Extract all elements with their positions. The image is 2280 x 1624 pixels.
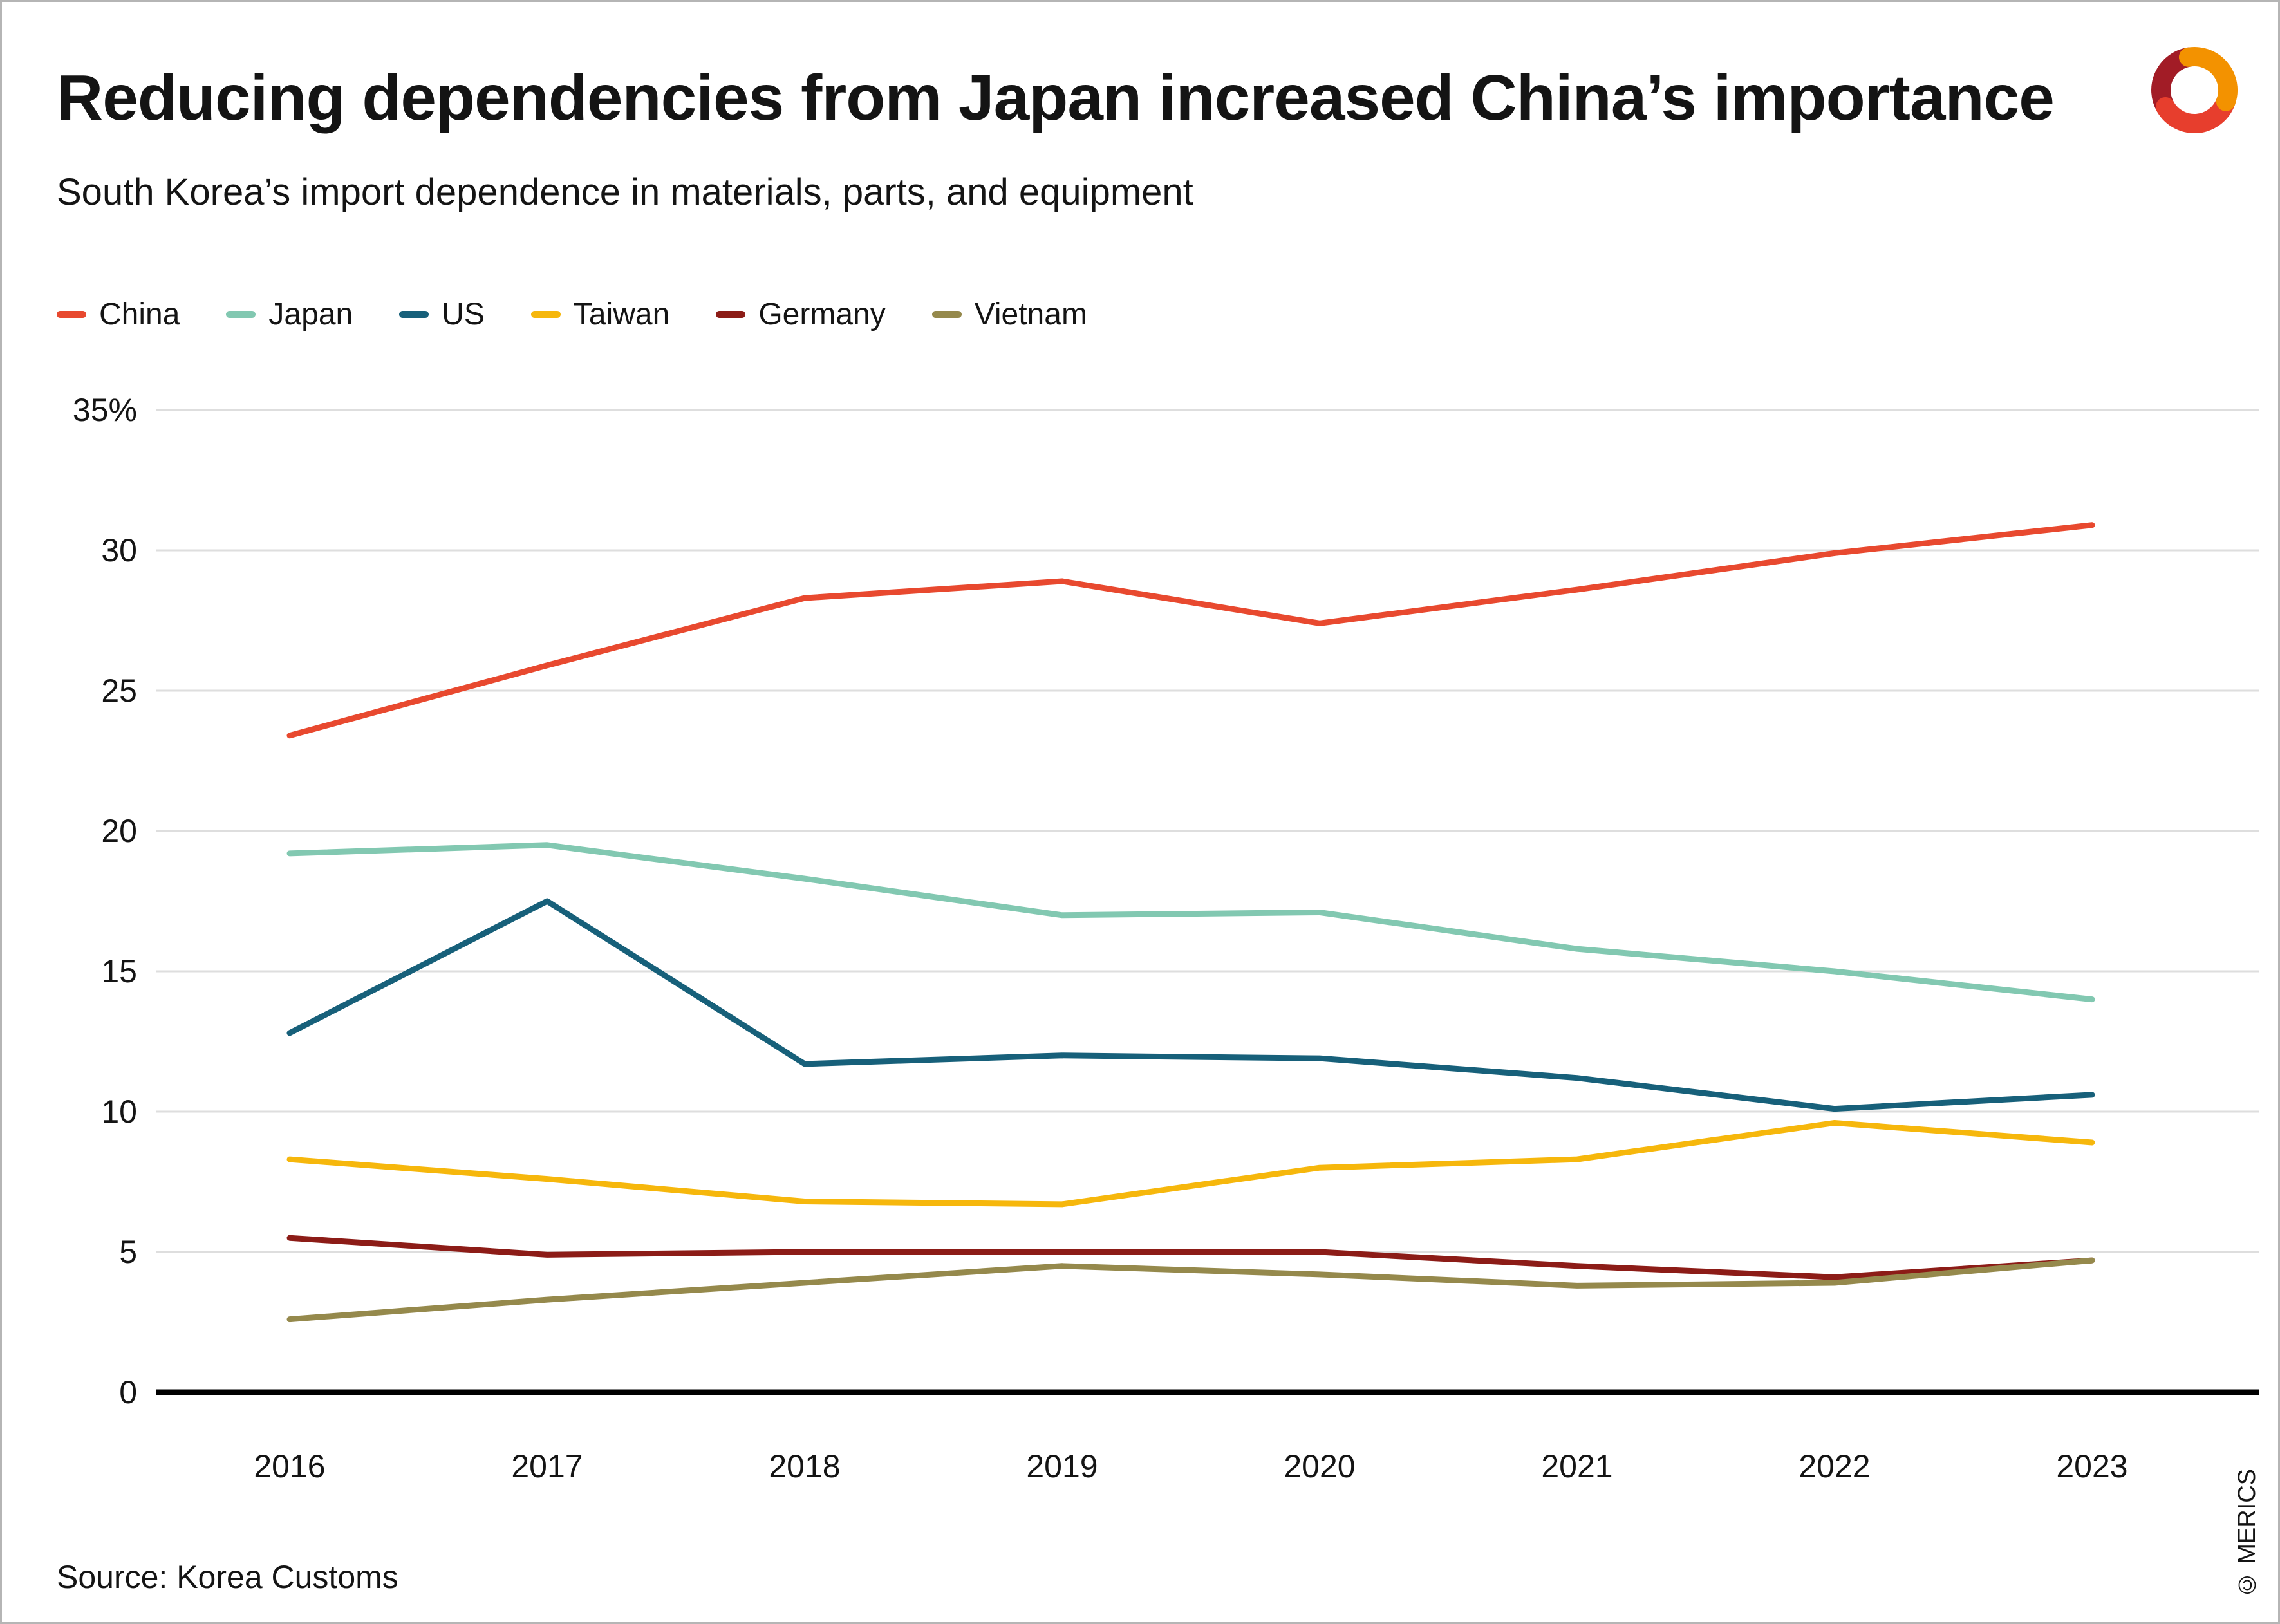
legend-item-china: China [57,297,180,332]
y-tick-label: 15 [101,953,137,989]
legend-label: Vietnam [974,297,1087,331]
legend-item-taiwan: Taiwan [530,297,670,332]
legend-label: Germany [758,297,886,331]
series-line-japan [286,842,2095,1003]
x-tick-label: 2017 [511,1448,583,1484]
y-tick-label: 5 [119,1234,137,1270]
copyright-credit: © MERICS [2234,1468,2261,1598]
legend-swatch [530,311,561,318]
x-tick-label: 2021 [1541,1448,1612,1484]
legend-label: China [99,297,180,331]
series-line-china [286,522,2095,739]
y-tick-label: 30 [101,532,137,568]
legend: China Japan US Taiwan Germany Vietnam [57,297,1087,332]
merics-logo-icon [2151,47,2238,133]
x-tick-label: 2016 [254,1448,325,1484]
legend-label: Japan [268,297,353,331]
legend-item-japan: Japan [226,297,353,332]
legend-swatch [716,311,746,318]
series-line-us [286,898,2095,1112]
legend-item-us: US [399,297,485,332]
legend-item-vietnam: Vietnam [931,297,1087,332]
legend-swatch [57,311,86,318]
legend-swatch [226,311,256,318]
y-tick-label: 25 [101,673,137,709]
source-note: Source: Korea Customs [57,1559,398,1595]
x-tick-label: 2023 [2056,1448,2127,1484]
chart-subtitle: South Korea’s import dependence in mater… [57,171,1193,213]
chart-title: Reducing dependencies from Japan increas… [57,62,2055,134]
x-tick-label: 2020 [1284,1448,1355,1484]
x-tick-label: 2018 [769,1448,840,1484]
y-tick-label: 35% [73,392,137,428]
x-tick-label: 2019 [1026,1448,1098,1484]
series-line-vietnam [286,1257,2095,1323]
series-line-germany [286,1235,2095,1280]
series-line-taiwan [286,1119,2095,1208]
legend-label: Taiwan [573,297,670,331]
x-tick-label: 2022 [1799,1448,1870,1484]
legend-label: US [442,297,485,331]
y-tick-label: 20 [101,813,137,849]
y-tick-label: 0 [119,1374,137,1410]
legend-swatch [931,311,962,318]
legend-item-germany: Germany [716,297,886,332]
y-tick-label: 10 [101,1094,137,1130]
legend-swatch [399,311,429,318]
